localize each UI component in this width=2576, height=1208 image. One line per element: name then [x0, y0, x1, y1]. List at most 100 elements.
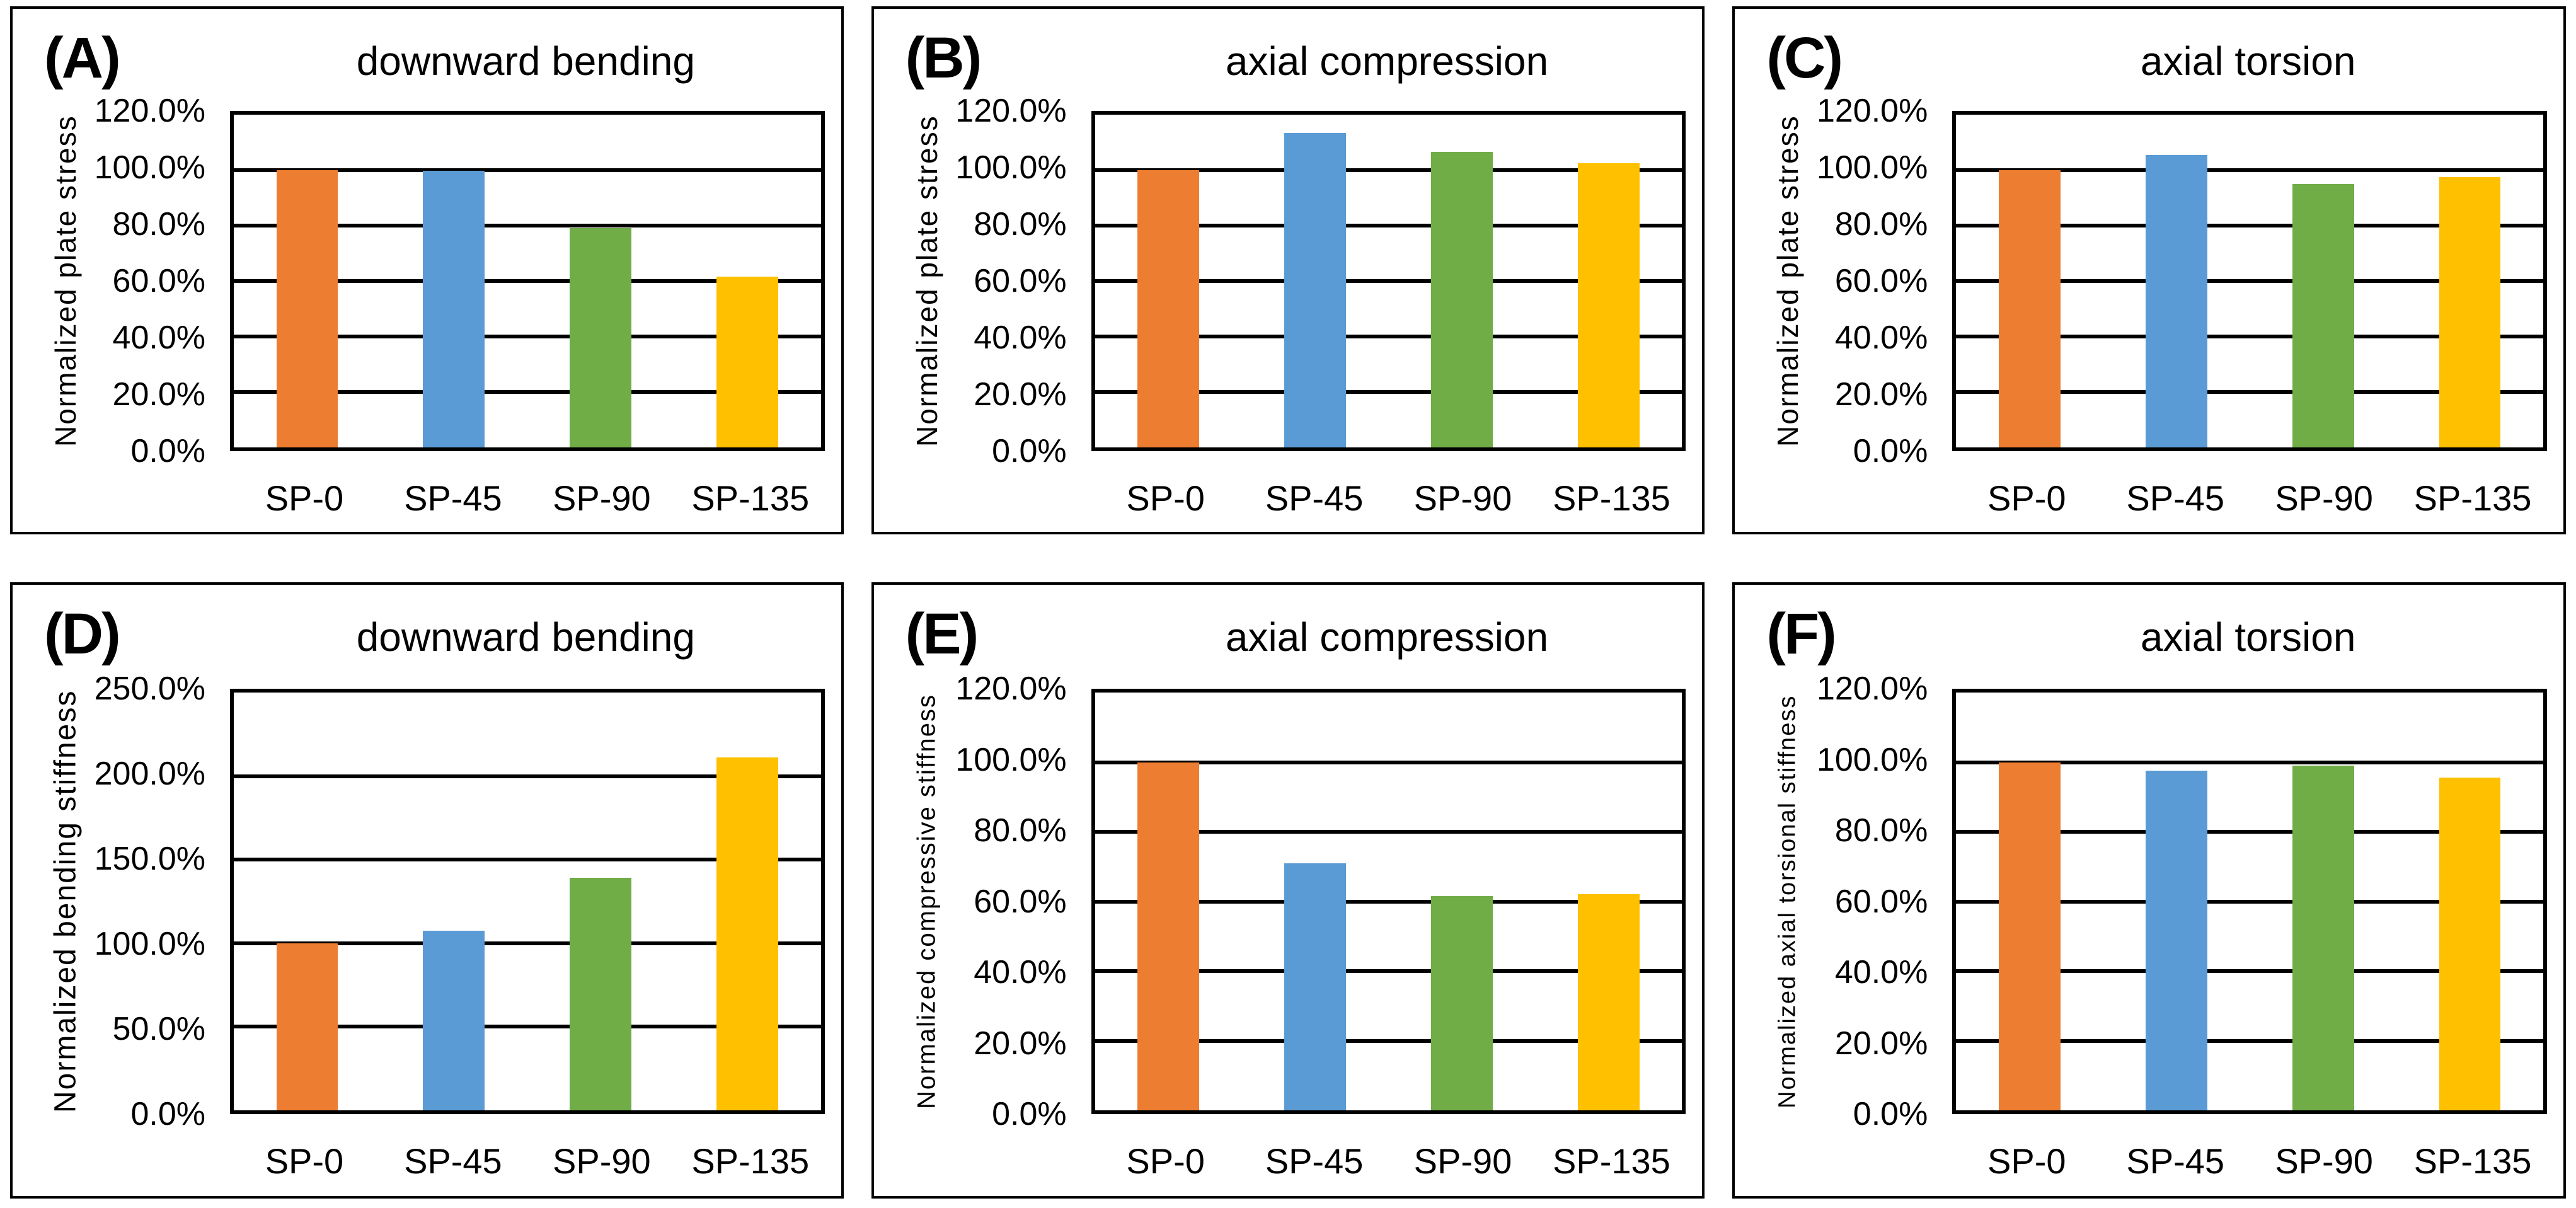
bar-sp-45 — [2145, 771, 2207, 1110]
x-category-label: SP-0 — [1126, 1141, 1205, 1181]
chart-title: axial torsion — [2140, 614, 2356, 660]
x-category-label: SP-0 — [265, 478, 344, 518]
x-axis-labels: SP-0 SP-45 SP-90 SP-135 — [1091, 1141, 1686, 1182]
bar-sp-90 — [1431, 152, 1493, 447]
y-tick-label: 80.0% — [974, 206, 1067, 243]
x-category-label: SP-45 — [404, 478, 502, 518]
y-tick-label: 20.0% — [974, 376, 1067, 413]
chart-title: axial compression — [1225, 38, 1549, 84]
y-tick-label: 0.0% — [992, 433, 1067, 469]
y-tick-label: 100.0% — [955, 741, 1067, 778]
gridline — [1095, 390, 1682, 394]
y-tick-label: 0.0% — [130, 1096, 205, 1132]
y-tick-label: 120.0% — [955, 93, 1067, 129]
bar-sp-135 — [716, 757, 779, 1110]
x-category-label: SP-90 — [2275, 1141, 2373, 1181]
x-category-label: SP-45 — [404, 1141, 502, 1181]
y-tick-label: 0.0% — [130, 433, 205, 469]
gridline — [1956, 168, 2543, 172]
bar-sp-0 — [276, 170, 338, 447]
bar-sp-135 — [2439, 177, 2501, 447]
y-tick-label: 40.0% — [974, 954, 1067, 991]
gridline — [1956, 335, 2543, 339]
y-tick-label: 20.0% — [1834, 1025, 1928, 1062]
bar-sp-45 — [2145, 154, 2207, 447]
gridline — [234, 1025, 821, 1029]
y-tick-label: 120.0% — [955, 670, 1067, 707]
bar-sp-90 — [2292, 766, 2354, 1110]
gridline — [234, 390, 821, 394]
x-category-label: SP-0 — [1987, 478, 2066, 518]
plot-area — [1952, 111, 2547, 451]
y-tick-label: 100.0% — [1816, 149, 1928, 186]
bar-sp-0 — [1137, 170, 1199, 447]
x-category-label: SP-0 — [265, 1141, 344, 1181]
y-tick-label: 100.0% — [955, 149, 1067, 186]
panel-label: (A) — [44, 26, 121, 90]
plot-area — [230, 111, 825, 451]
x-axis-labels: SP-0 SP-45 SP-90 SP-135 — [1952, 478, 2547, 519]
y-tick-label: 60.0% — [974, 263, 1067, 299]
x-axis-labels: SP-0 SP-45 SP-90 SP-135 — [230, 478, 825, 519]
y-tick-label: 20.0% — [974, 1025, 1067, 1062]
x-category-label: SP-135 — [1552, 478, 1670, 518]
bar-sp-45 — [423, 930, 485, 1110]
panel-label: (D) — [44, 602, 121, 666]
gridline — [1095, 1038, 1682, 1043]
y-tick-label: 40.0% — [974, 319, 1067, 356]
bar-sp-135 — [1577, 894, 1640, 1110]
y-axis-ticks: 0.0% 20.0% 40.0% 60.0% 80.0% 100.0% 120.0% — [13, 95, 216, 468]
gridline — [1095, 760, 1682, 764]
chart-title: axial compression — [1225, 614, 1549, 660]
y-axis-ticks: 0.0% 20.0% 40.0% 60.0% 80.0% 100.0% 120.0% — [874, 672, 1077, 1130]
gridline — [1095, 279, 1682, 283]
gridline — [234, 279, 821, 283]
gridline — [1956, 224, 2543, 228]
gridline — [1095, 969, 1682, 974]
y-tick-label: 40.0% — [1834, 954, 1928, 991]
gridline — [234, 941, 821, 945]
bar-sp-90 — [2292, 184, 2354, 447]
gridline — [1956, 830, 2543, 834]
bar-sp-90 — [570, 878, 632, 1110]
x-category-label: SP-45 — [2126, 478, 2225, 518]
chart-title: downward bending — [356, 38, 695, 84]
y-tick-label: 60.0% — [112, 263, 205, 299]
x-category-label: SP-45 — [2126, 1141, 2225, 1181]
gridline — [1095, 224, 1682, 228]
y-tick-label: 100.0% — [94, 926, 205, 962]
y-tick-label: 150.0% — [94, 841, 205, 877]
x-category-label: SP-90 — [1413, 478, 1512, 518]
y-tick-label: 60.0% — [974, 883, 1067, 920]
x-axis-labels: SP-0 SP-45 SP-90 SP-135 — [230, 1141, 825, 1182]
bar-sp-90 — [570, 228, 632, 447]
bar-sp-45 — [1284, 863, 1346, 1110]
bar-sp-0 — [1998, 170, 2061, 447]
plot-area — [1091, 689, 1686, 1114]
gridline — [1956, 390, 2543, 394]
x-category-label: SP-45 — [1265, 478, 1364, 518]
panel-label: (F) — [1766, 602, 1836, 666]
y-axis-ticks: 0.0% 20.0% 40.0% 60.0% 80.0% 100.0% 120.0% — [1735, 95, 1938, 468]
y-tick-label: 200.0% — [94, 756, 205, 792]
y-tick-label: 80.0% — [112, 206, 205, 243]
x-category-label: SP-90 — [2275, 478, 2373, 518]
bar-sp-0 — [1998, 762, 2061, 1110]
gridline — [1956, 1038, 2543, 1043]
x-category-label: SP-0 — [1126, 478, 1205, 518]
x-category-label: SP-90 — [552, 1141, 651, 1181]
y-tick-label: 80.0% — [1834, 812, 1928, 849]
panel-label: (B) — [905, 26, 982, 90]
y-tick-label: 20.0% — [1834, 376, 1928, 413]
gridline — [1956, 969, 2543, 974]
x-category-label: SP-135 — [691, 478, 810, 518]
panel-d: (D) downward bending Normalized bending st… — [10, 582, 844, 1199]
y-axis-ticks: 0.0% 20.0% 40.0% 60.0% 80.0% 100.0% 120.0% — [1735, 672, 1938, 1130]
gridline — [1095, 899, 1682, 904]
bar-sp-0 — [1137, 762, 1199, 1110]
bar-sp-135 — [716, 277, 779, 447]
bar-sp-45 — [1284, 132, 1346, 447]
y-tick-label: 250.0% — [94, 670, 205, 707]
x-axis-labels: SP-0 SP-45 SP-90 SP-135 — [1091, 478, 1686, 519]
